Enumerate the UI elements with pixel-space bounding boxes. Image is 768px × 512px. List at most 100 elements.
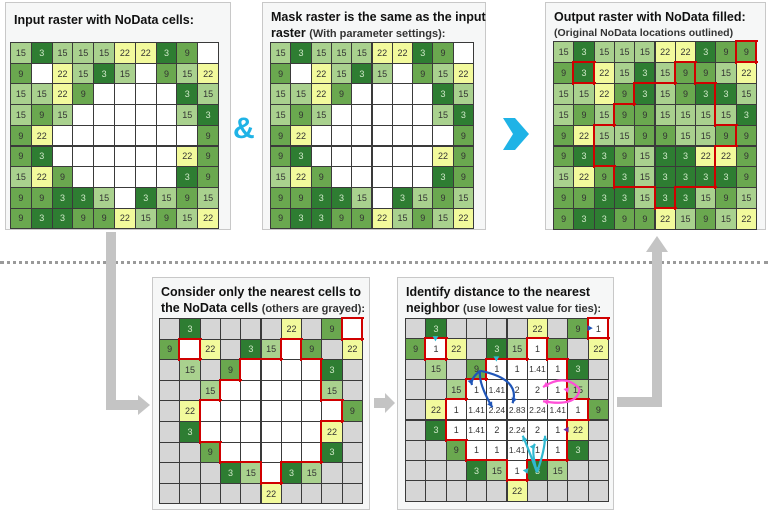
raster-cell: 15 <box>432 207 454 230</box>
nodata-cell: 3 <box>634 82 656 105</box>
raster-cell: 22 <box>654 41 676 63</box>
nodata-outline <box>673 186 698 189</box>
raster-cell: 9 <box>573 103 595 126</box>
nodata-cell: 15 <box>674 103 697 126</box>
raster-cell: 3 <box>573 208 595 231</box>
raster-cell: 22 <box>371 207 393 230</box>
nodata-outline <box>755 40 757 64</box>
raster-cell: 15 <box>10 166 32 188</box>
nodata-cell <box>351 83 373 106</box>
raster-cell: 9 <box>593 166 615 189</box>
nodata-cell <box>219 400 242 422</box>
raster-cell: 22 <box>593 82 615 105</box>
raster-cell: 22 <box>452 207 474 230</box>
raster-cell: 15 <box>260 338 282 361</box>
grayed-cell <box>179 462 201 484</box>
raster-cell: 22 <box>114 207 136 230</box>
raster-cell: 3 <box>391 186 414 209</box>
arrow-pink <box>542 379 581 390</box>
grayed-cell <box>199 462 221 484</box>
output-raster-grid: 15 3 15 15 15 22 22 3 9 9 9 3 22 15 3 15 9 9 15 22 15 15 22 9 3 1… <box>553 40 758 231</box>
nodata-outline <box>198 399 201 423</box>
title-line2: neighbor <box>406 301 460 315</box>
nodata-cell <box>240 421 262 443</box>
raster-cell: 3 <box>51 207 74 230</box>
raster-cell: 15 <box>197 186 219 209</box>
nodata-outline <box>178 337 181 362</box>
raster-cell: 15 <box>155 186 178 209</box>
raster-cell: 9 <box>30 104 53 126</box>
raster-cell: 15 <box>240 462 262 484</box>
raster-cell: 15 <box>695 187 717 210</box>
nodata-outline <box>300 358 324 361</box>
nodata-cell <box>280 441 303 464</box>
nodata-outline <box>572 81 596 84</box>
nodata-cell <box>391 124 414 147</box>
and-operator: & <box>233 112 255 145</box>
nodata-cell: 15 <box>613 124 636 147</box>
raster-cell: 3 <box>715 166 737 189</box>
nodata-outline <box>714 102 717 127</box>
raster-cell: 3 <box>93 62 115 85</box>
raster-cell: 22 <box>30 166 53 188</box>
grayed-cell <box>159 482 181 505</box>
raster-cell: 22 <box>290 124 312 147</box>
nodata-cell <box>301 400 323 422</box>
nodata-cell <box>260 421 282 443</box>
nodata-outline <box>424 337 427 361</box>
raster-cell: 3 <box>72 186 95 209</box>
nodata-outline <box>218 378 243 381</box>
raster-cell: 22 <box>310 83 332 106</box>
raster-cell: 3 <box>593 187 615 210</box>
raster-cell: 15 <box>715 103 737 126</box>
nodata-cell <box>134 166 157 188</box>
raster-cell: 9 <box>553 145 575 168</box>
raster-cell: 9 <box>72 83 95 106</box>
raster-cell: 15 <box>310 42 332 64</box>
raster-cell: 3 <box>219 462 242 484</box>
nodata-cell <box>155 145 178 168</box>
raster-cell: 22 <box>674 41 697 63</box>
raster-cell: 9 <box>176 42 199 64</box>
raster-cell: 15 <box>432 62 454 85</box>
raster-cell: 3 <box>179 421 201 443</box>
nodata-cell <box>330 124 353 147</box>
panel-subtitle: (use lowest value for ties): <box>462 303 602 315</box>
raster-cell: 3 <box>240 338 262 361</box>
panel-subtitle: (With parameter settings): <box>309 28 446 40</box>
raster-cell: 9 <box>197 124 219 147</box>
raster-cell: 9 <box>432 186 454 209</box>
raster-cell: 3 <box>573 145 595 168</box>
raster-cell: 22 <box>310 62 332 85</box>
nodata-outline <box>546 337 549 361</box>
nodata-outline <box>673 60 698 63</box>
nodata-cell <box>280 421 303 443</box>
nodata-cell <box>371 104 393 126</box>
nodata-outline <box>320 378 323 403</box>
nodata-outline <box>361 317 363 341</box>
raster-cell: 9 <box>199 441 221 464</box>
raster-cell: 3 <box>330 186 353 209</box>
nodata-cell <box>260 400 282 422</box>
arrow-teal <box>535 435 547 473</box>
arrow-teal-head-icon <box>522 468 529 474</box>
nodata-cell <box>391 104 414 126</box>
raster-cell: 22 <box>735 61 757 84</box>
nodata-cell <box>72 145 95 168</box>
raster-cell: 15 <box>593 41 615 63</box>
raster-cell: 9 <box>412 62 434 85</box>
nodata-outline <box>444 418 447 442</box>
raster-cell: 22 <box>341 338 363 361</box>
connector-right <box>106 400 140 410</box>
nodata-outline <box>592 60 595 85</box>
nodata-cell <box>114 83 136 106</box>
raster-cell: 15 <box>351 42 373 64</box>
nodata-outline <box>444 398 447 422</box>
nodata-cell: 9 <box>613 103 636 126</box>
nodata-cell <box>371 145 393 168</box>
nodata-cell: 3 <box>654 166 676 189</box>
raster-cell: 15 <box>593 103 615 126</box>
nodata-outline <box>198 420 201 444</box>
nodata-outline <box>505 357 529 360</box>
raster-cell: 15 <box>93 186 115 209</box>
